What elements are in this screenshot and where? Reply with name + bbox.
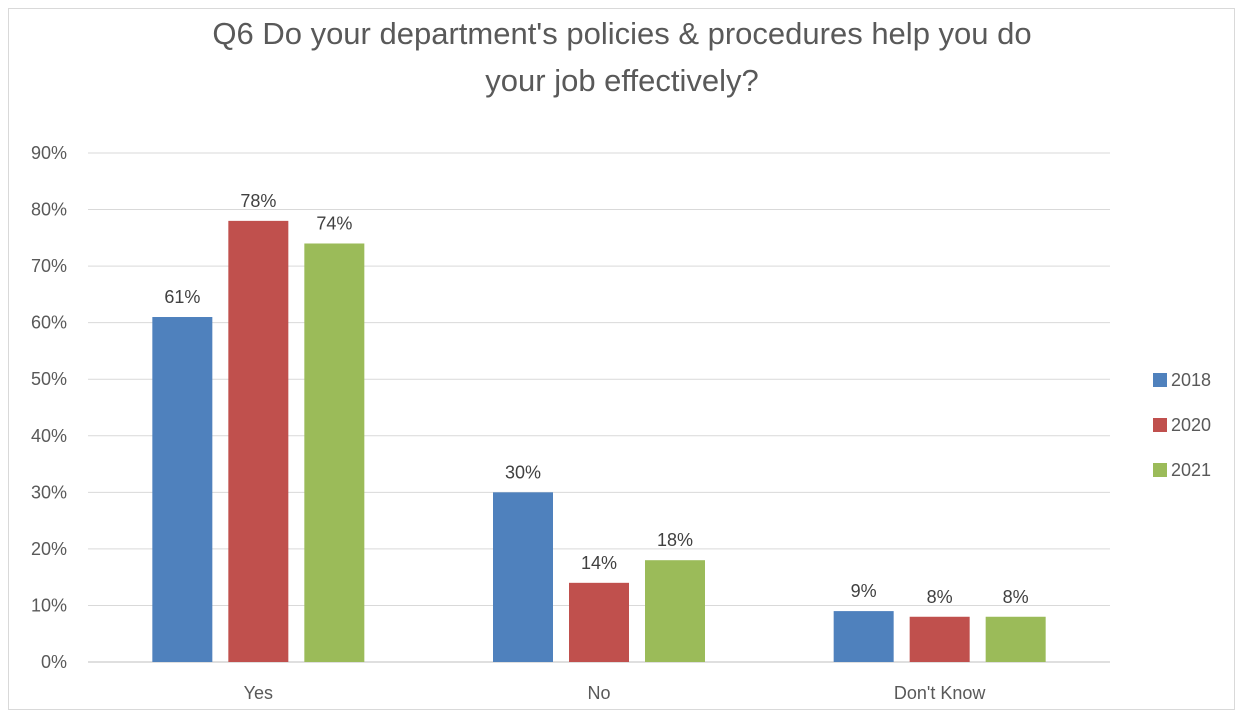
data-label: 18% bbox=[657, 530, 693, 550]
y-tick-label: 40% bbox=[31, 426, 67, 446]
y-tick-label: 90% bbox=[31, 143, 67, 163]
y-tick-label: 20% bbox=[31, 539, 67, 559]
legend-swatch bbox=[1153, 463, 1167, 477]
data-label: 30% bbox=[505, 462, 541, 482]
x-tick-label: Don't Know bbox=[894, 683, 986, 703]
data-label: 74% bbox=[316, 213, 352, 233]
data-label: 78% bbox=[240, 191, 276, 211]
bar bbox=[569, 583, 629, 662]
data-label: 8% bbox=[1003, 587, 1029, 607]
bar bbox=[152, 317, 212, 662]
legend-label: 2020 bbox=[1171, 415, 1211, 435]
data-label: 9% bbox=[851, 581, 877, 601]
bar bbox=[910, 617, 970, 662]
y-tick-label: 30% bbox=[31, 482, 67, 502]
legend-swatch bbox=[1153, 418, 1167, 432]
x-tick-label: Yes bbox=[244, 683, 273, 703]
y-tick-label: 70% bbox=[31, 256, 67, 276]
legend-swatch bbox=[1153, 373, 1167, 387]
bar bbox=[986, 617, 1046, 662]
bar bbox=[493, 492, 553, 662]
bar bbox=[228, 221, 288, 662]
legend-label: 2021 bbox=[1171, 460, 1211, 480]
data-label: 61% bbox=[164, 287, 200, 307]
data-label: 8% bbox=[927, 587, 953, 607]
legend-label: 2018 bbox=[1171, 370, 1211, 390]
bar bbox=[834, 611, 894, 662]
y-tick-label: 80% bbox=[31, 200, 67, 220]
y-tick-label: 50% bbox=[31, 369, 67, 389]
bar bbox=[645, 560, 705, 662]
data-label: 14% bbox=[581, 553, 617, 573]
y-tick-label: 60% bbox=[31, 313, 67, 333]
x-tick-label: No bbox=[587, 683, 610, 703]
bar bbox=[304, 243, 364, 662]
y-tick-label: 0% bbox=[41, 652, 67, 672]
y-tick-label: 10% bbox=[31, 595, 67, 615]
